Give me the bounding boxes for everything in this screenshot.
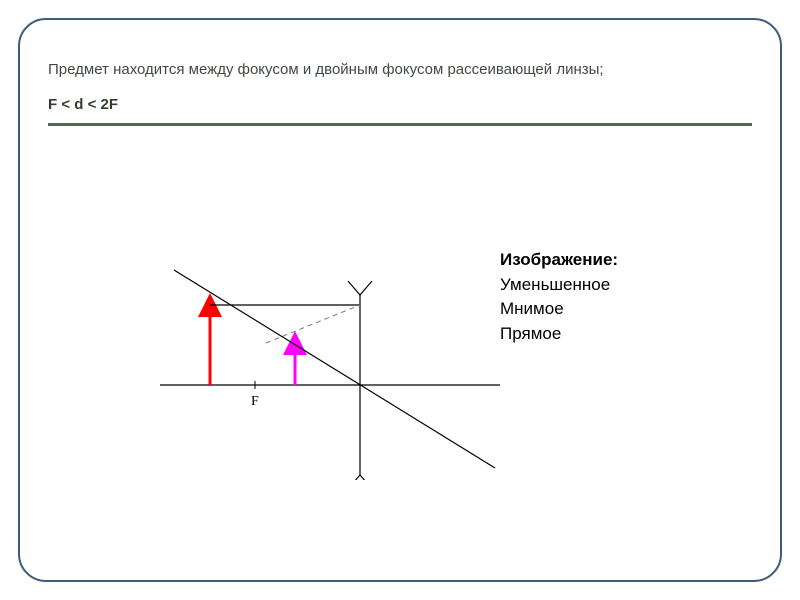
title-text: Предмет находится между фокусом и двойны…: [48, 58, 752, 82]
desc-heading: Изображение:: [500, 248, 618, 273]
svg-text:F: F: [251, 394, 259, 409]
header-underline: [48, 123, 752, 126]
optics-diagram: F: [140, 220, 520, 470]
desc-line-2: Мнимое: [500, 297, 618, 322]
header-block: Предмет находится между фокусом и двойны…: [48, 58, 752, 126]
image-description: Изображение: Уменьшенное Мнимое Прямое: [500, 248, 618, 347]
desc-line-3: Прямое: [500, 322, 618, 347]
formula-text: F < d < 2F: [48, 96, 752, 113]
diagram-svg: F: [140, 220, 520, 480]
desc-line-1: Уменьшенное: [500, 273, 618, 298]
